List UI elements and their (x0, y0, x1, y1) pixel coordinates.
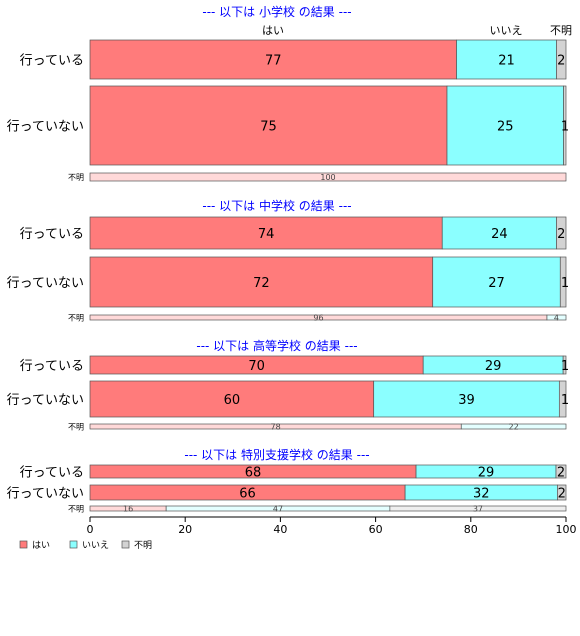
data-label: 1 (561, 120, 569, 135)
x-tick-label: 20 (178, 523, 192, 536)
bar-segment (89, 216, 443, 250)
legend-swatch (121, 540, 130, 549)
data-label: 70 (248, 359, 265, 374)
data-label: 68 (245, 466, 262, 481)
row-label: 不明 (68, 505, 84, 514)
data-label: 77 (265, 54, 282, 69)
x-tick-label: 40 (273, 523, 287, 536)
x-tick-label: 60 (369, 523, 383, 536)
data-label: 32 (473, 487, 490, 502)
data-label: 24 (491, 227, 508, 242)
legend-swatch (69, 540, 78, 549)
row-label: 行っている (20, 54, 84, 69)
data-label: 60 (224, 393, 241, 408)
data-label: 66 (239, 487, 256, 502)
data-label: 25 (497, 120, 514, 135)
bar-segment (389, 505, 567, 512)
bar-segment (89, 172, 567, 182)
legend-swatch (19, 540, 28, 549)
row-label: 行っている (20, 227, 84, 242)
bar-segment (460, 423, 567, 430)
bar-segment (557, 484, 567, 501)
bar-segment (441, 216, 557, 250)
bar-segment (563, 85, 567, 166)
data-label: 2 (557, 466, 565, 481)
row-label: 不明 (68, 423, 84, 432)
data-label: 4 (554, 314, 559, 323)
bar-segment (556, 216, 567, 250)
data-label: 2 (557, 54, 565, 69)
row-label: 不明 (68, 173, 84, 182)
bar-segment (559, 256, 567, 308)
data-label: 37 (473, 505, 483, 514)
row-label: 行っていない (7, 393, 84, 408)
bar-segment (546, 314, 567, 321)
column-header-1: いいえ (490, 24, 523, 37)
panel-title: --- 以下は 小学校 の結果 --- (202, 4, 351, 19)
bar-segment (89, 256, 434, 308)
bar-segment (446, 85, 564, 166)
bar-segment (562, 355, 567, 375)
panel-title: --- 以下は 高等学校 の結果 --- (196, 338, 357, 353)
row-label: 行っている (20, 466, 84, 481)
bar-segment (556, 39, 567, 80)
column-header-2: 不明 (550, 24, 572, 37)
data-label: 100 (320, 173, 335, 182)
data-label: 72 (253, 276, 270, 291)
row-label: 行っていない (7, 120, 84, 135)
x-tick-label: 80 (464, 523, 478, 536)
legend-label: いいえ (82, 540, 109, 551)
bar-segment (89, 380, 375, 418)
panel-title: --- 以下は 特別支援学校 の結果 --- (184, 447, 369, 462)
row-label: 不明 (68, 314, 84, 323)
data-label: 78 (271, 423, 281, 432)
x-tick-label: 0 (87, 523, 94, 536)
data-label: 1 (561, 276, 569, 291)
data-label: 27 (488, 276, 505, 291)
panel-title: --- 以下は 中学校 の結果 --- (202, 198, 351, 213)
data-label: 47 (273, 505, 283, 514)
bar-segment (558, 380, 567, 418)
legend-label: はい (32, 540, 50, 551)
bar-segment (373, 380, 560, 418)
data-label: 1 (561, 393, 569, 408)
data-label: 16 (123, 505, 133, 514)
data-label: 22 (509, 423, 519, 432)
row-label: 行っていない (7, 487, 84, 502)
data-label: 2 (557, 227, 565, 242)
data-label: 2 (558, 487, 566, 502)
data-label: 21 (498, 54, 515, 69)
legend-label: 不明 (134, 540, 152, 551)
row-label: 行っていない (7, 276, 84, 291)
row-label: 行っている (20, 359, 84, 374)
column-header-0: はい (262, 24, 284, 37)
data-label: 39 (458, 393, 475, 408)
data-label: 75 (260, 120, 277, 135)
data-label: 1 (561, 359, 569, 374)
data-label: 74 (258, 227, 275, 242)
data-label: 29 (478, 466, 495, 481)
bar-segment (432, 256, 561, 308)
data-label: 29 (485, 359, 502, 374)
bar-segment (555, 464, 567, 479)
bar-segment (89, 39, 457, 80)
bar-segment (456, 39, 557, 80)
data-label: 96 (313, 314, 323, 323)
x-tick-label: 100 (556, 523, 577, 536)
